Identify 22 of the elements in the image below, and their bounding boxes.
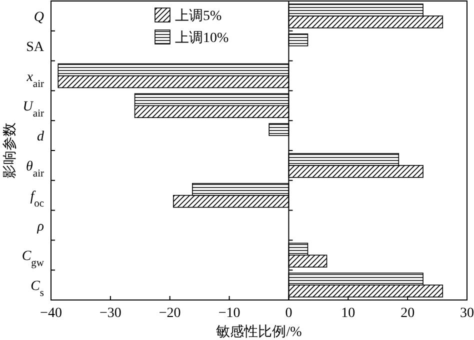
y-tick-label: d (37, 130, 45, 145)
legend-label: 上调5% (175, 8, 222, 24)
x-tick-label: 0 (285, 306, 292, 321)
x-tick-label: 20 (400, 306, 415, 321)
legend-label: 上调10% (175, 30, 229, 46)
x-tick-label: −10 (218, 306, 240, 321)
y-axis-title: 影响参数 (2, 122, 18, 178)
y-tick-label: U$_{air}$ (22, 100, 44, 120)
x-tick-label: −40 (40, 306, 62, 321)
y-tick-label: C$_{s}$ (30, 279, 44, 299)
x-tick-label: 30 (460, 306, 474, 321)
y-tick-label: C$_{gw}$ (22, 249, 44, 269)
y-tick-label: f$_{oc}$ (30, 189, 44, 209)
x-tick-label: −30 (99, 306, 122, 321)
x-axis-title: 敏感性比例/% (216, 324, 302, 340)
y-tick-label: SA (26, 40, 45, 55)
y-tick-label: θ$_{air}$ (26, 159, 44, 179)
x-tick-label: 10 (341, 306, 356, 321)
y-tick-label: x$_{air}$ (26, 70, 44, 90)
y-tick-label: ρ (36, 219, 44, 234)
y-tick-label: Q (34, 10, 44, 25)
x-tick-label: −20 (158, 306, 181, 321)
